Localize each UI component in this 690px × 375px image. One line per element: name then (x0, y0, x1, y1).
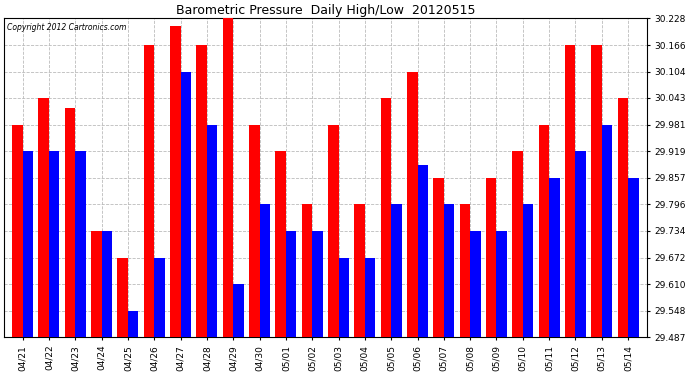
Bar (512, 151, 523, 337)
Bar (144, 45, 155, 337)
Bar (12, 124, 23, 337)
Bar (197, 45, 207, 337)
Bar (259, 204, 270, 337)
Bar (602, 124, 612, 337)
Bar (75, 151, 86, 337)
Bar (433, 178, 444, 337)
Bar (170, 26, 181, 337)
Bar (444, 204, 455, 337)
Bar (223, 18, 233, 337)
Bar (539, 124, 549, 337)
Bar (128, 311, 139, 337)
Bar (549, 178, 560, 337)
Bar (275, 151, 286, 337)
Bar (91, 231, 101, 337)
Bar (407, 72, 417, 337)
Bar (628, 178, 639, 337)
Bar (302, 204, 312, 337)
Bar (39, 98, 49, 337)
Bar (565, 45, 575, 337)
Bar (101, 231, 112, 337)
Bar (381, 98, 391, 337)
Bar (49, 151, 59, 337)
Bar (523, 204, 533, 337)
Bar (591, 45, 602, 337)
Bar (470, 231, 481, 337)
Bar (249, 124, 259, 337)
Bar (155, 258, 165, 337)
Bar (339, 258, 349, 337)
Bar (575, 151, 586, 337)
Bar (117, 258, 128, 337)
Bar (328, 124, 339, 337)
Bar (23, 151, 33, 337)
Bar (233, 284, 244, 337)
Bar (460, 204, 470, 337)
Text: Copyright 2012 Cartronics.com: Copyright 2012 Cartronics.com (8, 23, 127, 32)
Bar (486, 178, 497, 337)
Bar (417, 165, 428, 337)
Bar (355, 204, 365, 337)
Bar (312, 231, 323, 337)
Bar (618, 98, 628, 337)
Bar (207, 124, 217, 337)
Bar (286, 231, 297, 337)
Bar (65, 108, 75, 337)
Bar (391, 204, 402, 337)
Bar (365, 258, 375, 337)
Bar (497, 231, 507, 337)
Title: Barometric Pressure  Daily High/Low  20120515: Barometric Pressure Daily High/Low 20120… (176, 4, 475, 17)
Bar (181, 72, 191, 337)
